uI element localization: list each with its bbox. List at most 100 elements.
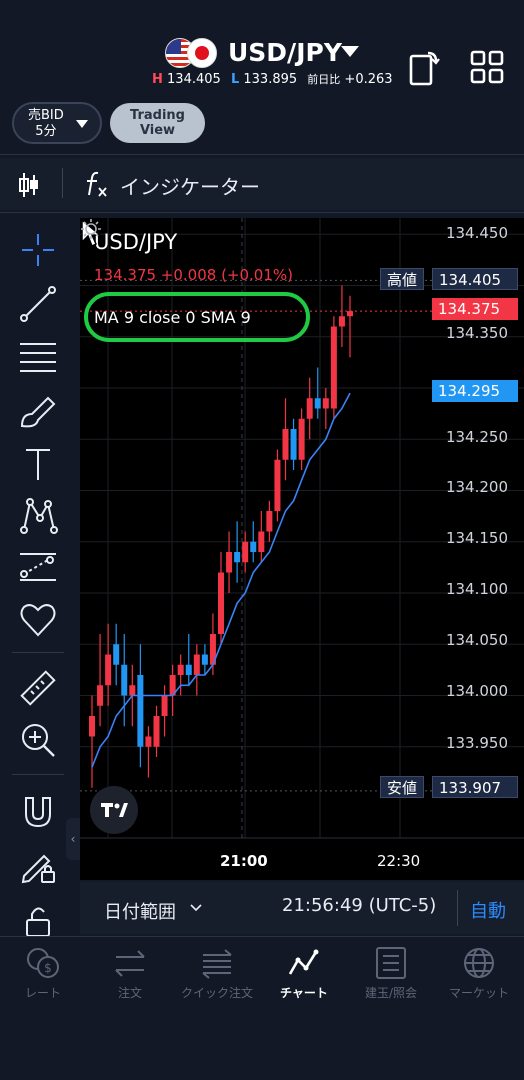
candle-body: [177, 664, 184, 675]
nav-item-positions[interactable]: 建玉/照会: [348, 946, 434, 1001]
forecast-tool-icon[interactable]: [18, 548, 58, 588]
candle-body: [298, 418, 305, 460]
ruler-tool-icon[interactable]: [18, 668, 58, 708]
low-prefix: L: [230, 72, 240, 87]
nav-item-rate[interactable]: $ レート: [0, 946, 86, 1001]
text-tool-icon[interactable]: [18, 444, 58, 484]
y-tick: 134.350: [445, 324, 508, 342]
rotate-screen-icon[interactable]: [408, 50, 440, 86]
candle-body: [129, 685, 136, 696]
date-range-bar: [80, 882, 524, 934]
favorites-heart-icon[interactable]: [18, 600, 58, 640]
candle-body: [306, 398, 313, 419]
y-tick: 134.050: [445, 631, 508, 649]
candle-body: [226, 552, 233, 573]
candle-style-icon[interactable]: [18, 172, 40, 198]
y-tick: 134.100: [445, 580, 508, 598]
y-tick: 134.000: [445, 682, 508, 700]
tv-line1: Trading: [130, 108, 185, 123]
candle-body: [193, 654, 200, 675]
bid-interval-text: 売BID 5分: [28, 108, 64, 140]
unlock-icon[interactable]: [18, 900, 58, 940]
currency-flags[interactable]: [165, 38, 221, 68]
indicator-bar: [0, 158, 524, 210]
low-value: 133.895: [243, 72, 298, 87]
nav-item-chart[interactable]: チャート: [261, 946, 347, 1001]
candle-body: [330, 326, 337, 409]
nav-label: レート: [24, 986, 61, 1000]
candle-body: [290, 429, 297, 460]
header: [0, 0, 524, 96]
low-tag-label: 安値: [380, 776, 425, 798]
layout-grid-icon[interactable]: [470, 50, 504, 84]
candle-body: [250, 541, 257, 552]
function-fx-icon[interactable]: [84, 170, 108, 198]
nav-item-quick-order[interactable]: クイック注文: [174, 946, 260, 1001]
nav-item-market[interactable]: マーケット: [436, 946, 522, 1001]
candle-body: [274, 459, 281, 511]
candle-body: [105, 654, 112, 686]
candle-body: [266, 511, 273, 532]
y-tick: 134.200: [445, 478, 508, 496]
nav-label: 注文: [117, 986, 142, 1000]
svg-text:$: $: [44, 961, 52, 975]
candle-body: [242, 541, 249, 563]
candle-body: [137, 675, 144, 747]
indicators-button[interactable]: インジケーター: [120, 175, 260, 199]
tool-separator: [12, 774, 64, 775]
clock-timezone[interactable]: 21:56:49 (UTC-5): [282, 895, 437, 916]
ma-legend[interactable]: MA 9 close 0 SMA 9: [94, 308, 251, 327]
tradingview-button[interactable]: Trading View: [110, 103, 205, 143]
x-tick: 22:30: [377, 852, 421, 870]
quick-order-icon: [202, 949, 232, 979]
high-low-summary: H 134.405 L 133.895 前日比 +0.263: [152, 71, 393, 87]
divider: [0, 154, 524, 155]
highlight-ring: [84, 292, 310, 342]
last-price-tag: 134.375: [432, 298, 518, 320]
date-range-button[interactable]: 日付範囲: [104, 902, 176, 923]
nav-label: クイック注文: [180, 986, 253, 1000]
pair-dropdown-caret-icon[interactable]: [341, 46, 359, 57]
y-tick: 134.250: [445, 428, 508, 446]
candle-body: [338, 316, 345, 327]
candle-body: [218, 572, 224, 634]
chart-symbol-title: USD/JPY: [94, 230, 178, 254]
chevron-down-icon[interactable]: [190, 904, 202, 912]
positions-icon: [376, 947, 406, 979]
zoom-in-icon[interactable]: [18, 720, 58, 760]
pair-title[interactable]: USD/JPY: [228, 38, 342, 67]
chart-icon: [288, 949, 319, 975]
magnet-icon[interactable]: [18, 792, 58, 832]
candle-body: [282, 429, 289, 460]
high-value: 134.405: [167, 72, 221, 87]
bid-label: 売BID: [28, 108, 64, 123]
price-chart[interactable]: USD/JPY 134.375 +0.008 (+0.01%) MA 9 clo…: [80, 218, 524, 880]
candle-body: [161, 695, 168, 716]
crosshair-tool-icon[interactable]: [18, 230, 58, 270]
chart-settings-gear-icon[interactable]: [80, 218, 102, 240]
tradingview-logo[interactable]: [90, 786, 138, 834]
nav-item-order[interactable]: 注文: [87, 946, 173, 1001]
high-prefix: H: [152, 72, 163, 87]
candle-body: [113, 644, 120, 665]
nav-label: 建玉/照会: [364, 986, 418, 1000]
bid-interval-selector[interactable]: 売BID 5分: [12, 102, 102, 144]
candle-body: [314, 398, 321, 409]
candle-body: [145, 736, 152, 747]
candle-body: [185, 664, 192, 675]
candle-body: [201, 654, 208, 665]
y-tick: 134.150: [445, 529, 508, 547]
bid-caret-icon: [76, 120, 88, 128]
fib-retracement-tool-icon[interactable]: [18, 338, 58, 378]
tool-separator: [12, 652, 64, 653]
toolbar-separator: [62, 168, 63, 198]
ma-line: [91, 392, 351, 768]
toolbar-collapse-tab[interactable]: ‹: [66, 818, 80, 860]
brush-tool-icon[interactable]: [18, 392, 58, 432]
pattern-tool-icon[interactable]: [18, 496, 58, 536]
candle-body: [121, 664, 128, 696]
high-tag-value: 134.405: [432, 268, 518, 290]
auto-scale-button[interactable]: 自動: [470, 901, 506, 922]
lock-drawing-icon[interactable]: [18, 846, 58, 886]
trend-line-tool-icon[interactable]: [18, 284, 58, 324]
